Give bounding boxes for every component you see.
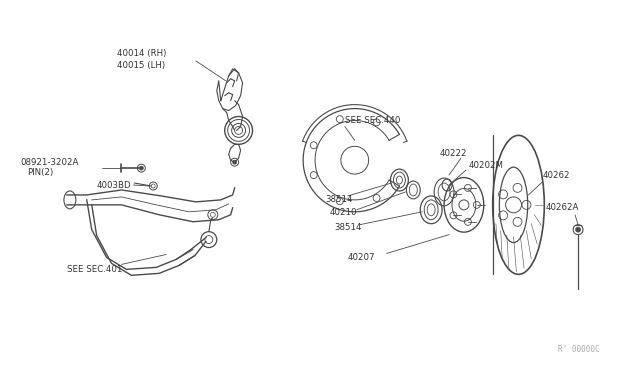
Circle shape bbox=[140, 166, 143, 170]
Text: 40262A: 40262A bbox=[545, 203, 579, 212]
Text: 40207: 40207 bbox=[348, 253, 375, 262]
Text: 40210: 40210 bbox=[330, 208, 357, 217]
Text: 08921-3202A: 08921-3202A bbox=[20, 158, 79, 167]
Circle shape bbox=[233, 160, 237, 164]
Text: 40262: 40262 bbox=[542, 171, 570, 180]
Text: R' 00000C: R' 00000C bbox=[558, 345, 600, 354]
Text: PIN(2): PIN(2) bbox=[28, 168, 54, 177]
Circle shape bbox=[575, 227, 580, 232]
Text: SEE SEC.440: SEE SEC.440 bbox=[345, 116, 400, 125]
Text: 40014 (RH): 40014 (RH) bbox=[116, 48, 166, 58]
Text: 38514: 38514 bbox=[335, 223, 362, 232]
Text: 40202M: 40202M bbox=[469, 161, 504, 170]
Text: SEE SEC.401: SEE SEC.401 bbox=[67, 265, 122, 274]
Text: 4003BD: 4003BD bbox=[97, 180, 131, 189]
Text: 38514: 38514 bbox=[325, 195, 353, 204]
Text: 40222: 40222 bbox=[439, 149, 467, 158]
Text: 40015 (LH): 40015 (LH) bbox=[116, 61, 164, 70]
